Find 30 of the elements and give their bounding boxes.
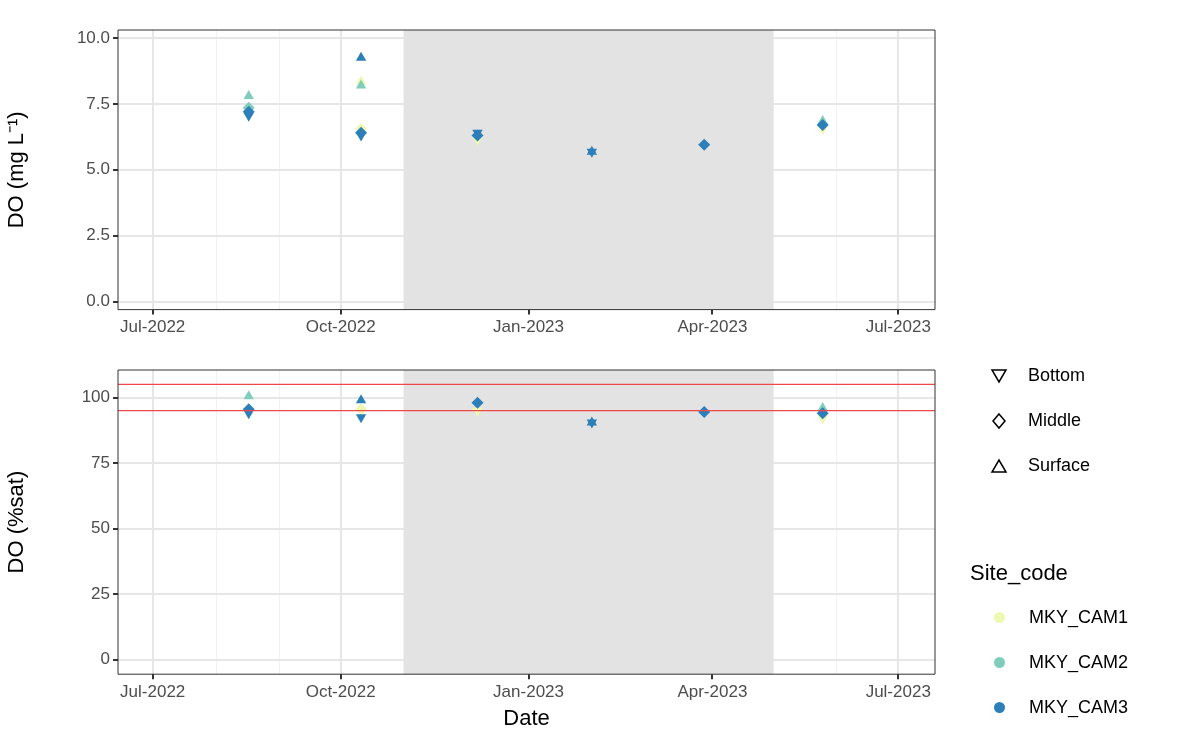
legend-title: Site_code — [970, 560, 1068, 586]
y-tick-label: 25 — [91, 583, 110, 603]
x-tick-label: Oct-2022 — [305, 317, 376, 337]
y-tick-label: 5.0 — [86, 159, 110, 179]
legend-label: MKY_CAM2 — [1029, 652, 1129, 673]
y-tick-label: 10.0 — [76, 27, 110, 47]
text: Surface — [1028, 455, 1091, 476]
x-tick-label: Apr-2023 — [677, 317, 748, 337]
x-tick-label: Jan-2023 — [493, 317, 564, 337]
y-tick-label: 75 — [91, 452, 110, 472]
y-tick-label: 0 — [100, 649, 110, 669]
y-tick-label: 2.5 — [86, 225, 110, 245]
y-tick-label: 7.5 — [86, 93, 110, 113]
x-axis-title: Date — [503, 704, 550, 730]
x-tick-label: Jul-2023 — [865, 682, 931, 702]
y-axis-title: DO (%sat) — [3, 470, 29, 574]
x-tick-label: Jul-2022 — [120, 682, 186, 702]
x-tick-label: Jul-2023 — [865, 317, 931, 337]
x-tick-label: Jan-2023 — [493, 682, 564, 702]
text: Bottom — [1028, 365, 1086, 386]
legend-label: MKY_CAM1 — [1029, 607, 1129, 628]
y-tick-label: 0.0 — [86, 291, 110, 311]
x-tick-label: Apr-2023 — [677, 682, 748, 702]
x-tick-label: Oct-2022 — [305, 682, 376, 702]
y-axis-title: DO (mg L⁻¹) — [3, 111, 29, 229]
text: Middle — [1028, 410, 1082, 431]
y-tick-label: 100 — [81, 387, 110, 407]
x-tick-label: Jul-2022 — [120, 317, 186, 337]
y-tick-label: 50 — [91, 518, 110, 538]
legend-label: MKY_CAM3 — [1029, 697, 1129, 718]
